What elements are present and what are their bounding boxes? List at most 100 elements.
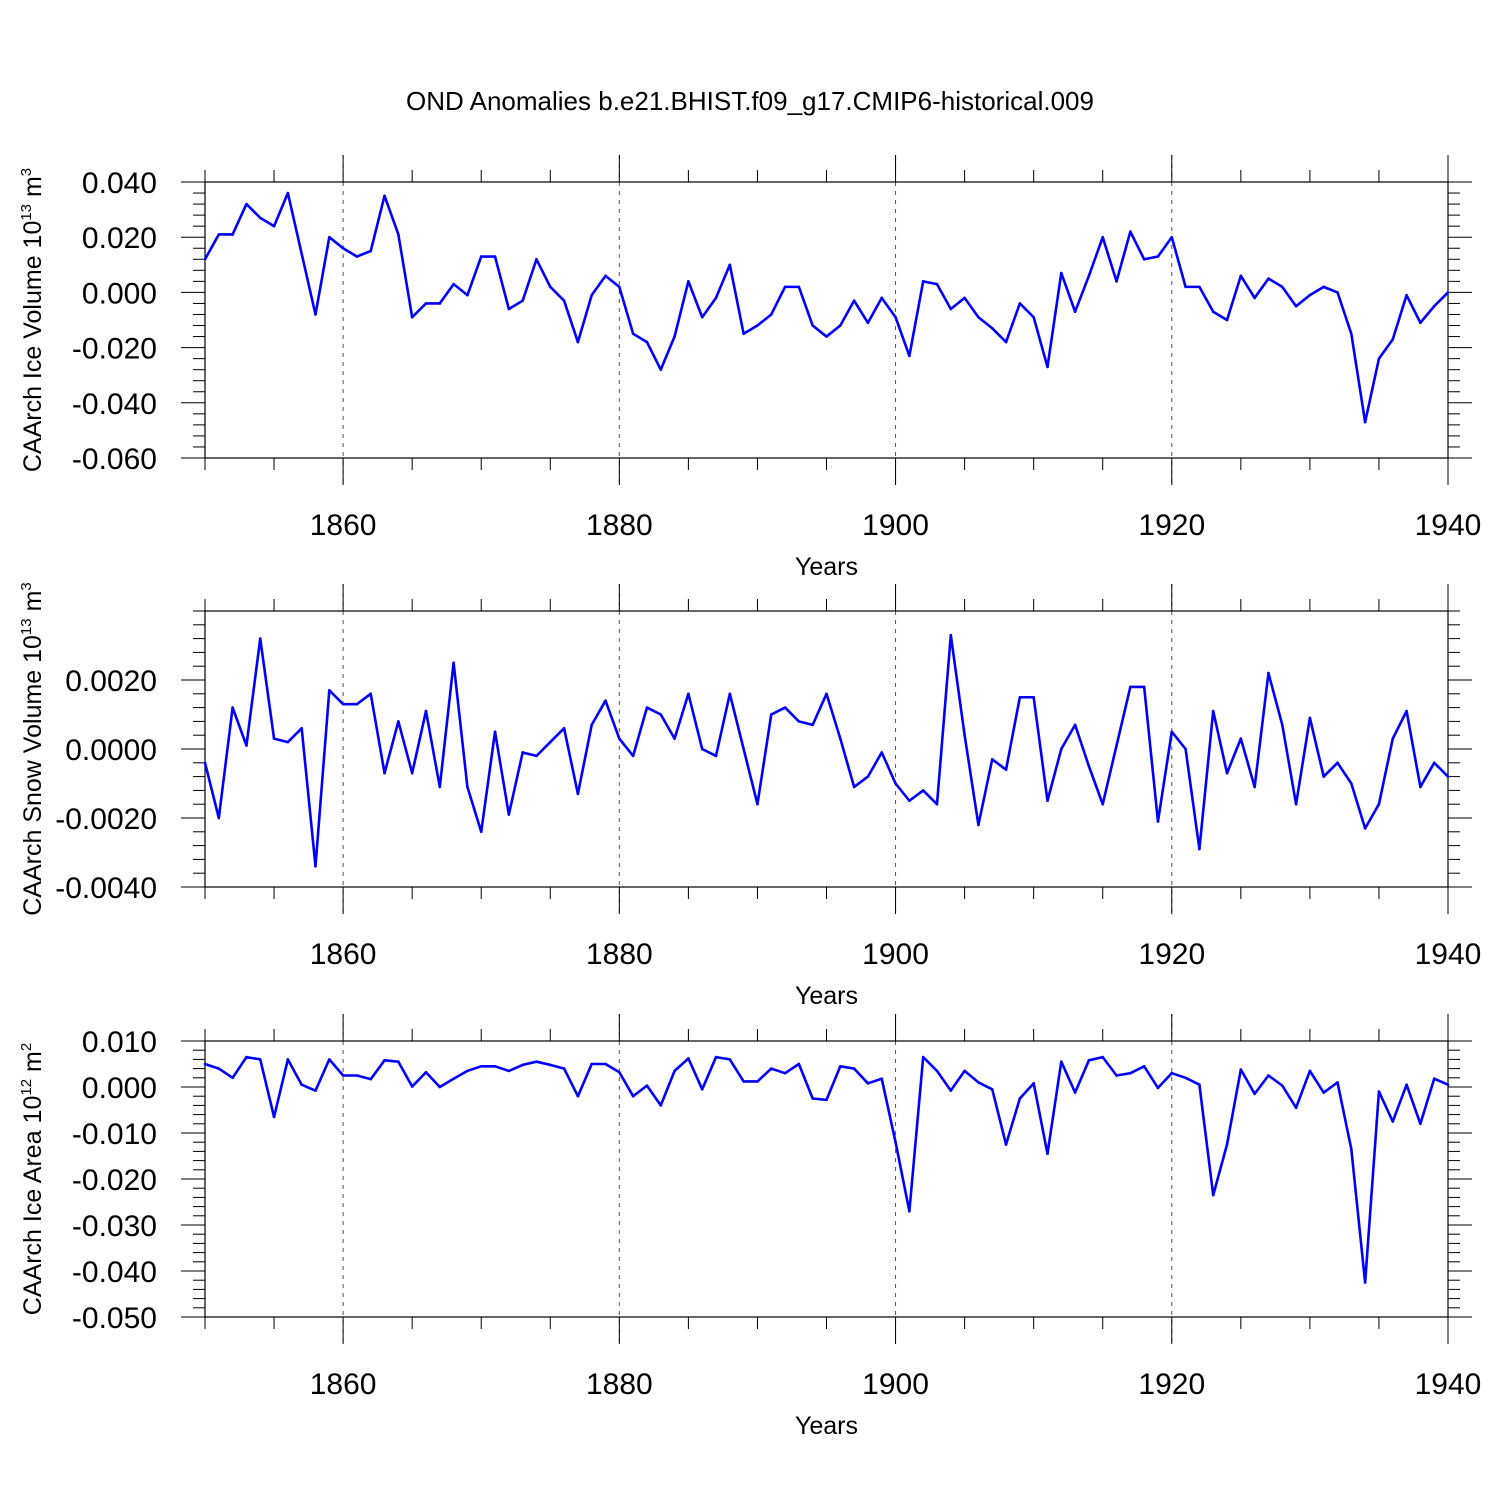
- data-point: [1294, 304, 1298, 308]
- data-point: [949, 1089, 953, 1092]
- data-point: [576, 792, 580, 796]
- data-point: [949, 633, 953, 637]
- data-point: [452, 661, 455, 665]
- data-point: [1405, 1083, 1408, 1086]
- x-tick-label: 1880: [586, 509, 653, 542]
- data-point: [687, 1057, 690, 1060]
- data-point: [852, 1067, 856, 1070]
- data-point: [355, 255, 359, 258]
- y-tick-label: 0.040: [82, 167, 157, 200]
- data-point: [742, 332, 745, 336]
- data-point: [328, 1058, 331, 1061]
- data-point: [1211, 709, 1215, 713]
- x-tick-label: 1860: [310, 509, 377, 542]
- data-point: [231, 706, 234, 709]
- data-point: [811, 723, 814, 727]
- x-axis-title: Years: [795, 1412, 858, 1440]
- y-axis-title-unit-exp: 3: [18, 168, 35, 176]
- data-point: [452, 282, 455, 286]
- data-point: [217, 1067, 221, 1070]
- data-point: [728, 1058, 732, 1061]
- data-point: [1129, 1071, 1132, 1075]
- data-point: [894, 782, 897, 785]
- data-point: [286, 191, 290, 195]
- data-point: [1032, 1082, 1035, 1085]
- data-point: [1225, 1143, 1229, 1146]
- data-point: [410, 771, 414, 775]
- data-point: [397, 1060, 400, 1063]
- plot-frame: [204, 1040, 1449, 1318]
- data-point: [1225, 771, 1229, 775]
- data-point: [424, 709, 428, 713]
- data-point: [963, 296, 966, 300]
- y-tick-label: -0.020: [72, 1164, 157, 1197]
- data-point: [977, 1081, 980, 1084]
- data-point: [576, 340, 580, 344]
- data-point: [1198, 1083, 1201, 1086]
- data-point: [1446, 1083, 1450, 1086]
- data-point: [466, 293, 469, 297]
- x-tick-label: 1940: [1415, 938, 1482, 971]
- data-point: [645, 1084, 649, 1087]
- data-point: [424, 302, 428, 305]
- data-point: [935, 1069, 939, 1073]
- data-point: [300, 1083, 303, 1086]
- x-tick-label: 1920: [1138, 1368, 1205, 1401]
- y-axis-title-text: CAArch Snow Volume 10: [19, 635, 47, 916]
- data-point: [811, 1097, 814, 1100]
- data-point: [977, 315, 980, 319]
- data-point: [479, 255, 483, 258]
- data-point: [714, 296, 718, 300]
- data-point: [1377, 357, 1381, 360]
- data-point: [908, 1209, 911, 1213]
- data-point: [908, 354, 911, 358]
- data-point: [645, 340, 649, 344]
- data-point: [673, 737, 676, 740]
- data-point: [1322, 285, 1325, 289]
- data-point: [659, 368, 663, 371]
- data-point: [590, 293, 594, 297]
- panel-3: 0.010 0.000 -0.010 -0.020 -0.030 -0.040 -0.050…: [18, 1014, 1481, 1440]
- x-tick-label: 1860: [310, 938, 377, 971]
- data-point: [866, 321, 870, 325]
- panel-2: 0.0020 0.0000 -0.0020 -0.0040 1860 1880 1900 19…: [18, 582, 1481, 1010]
- data-point: [1294, 802, 1298, 806]
- data-point: [1267, 1074, 1270, 1077]
- series-line: [203, 191, 1449, 424]
- y-axis-title-unit: m: [19, 1051, 47, 1079]
- y-axis-title-unit: m: [19, 591, 47, 619]
- data-point: [825, 1098, 828, 1102]
- y-tick-label: -0.050: [72, 1302, 157, 1335]
- data-point: [769, 713, 773, 716]
- data-point: [1170, 1071, 1174, 1075]
- data-point: [783, 706, 787, 709]
- data-point: [369, 1077, 373, 1081]
- data-point: [258, 637, 262, 640]
- data-point: [397, 233, 400, 236]
- data-point: [410, 315, 414, 319]
- y-axis-title: CAArch Snow Volume 1013 m3: [18, 582, 47, 916]
- data-point: [548, 740, 552, 744]
- data-point: [1018, 1097, 1022, 1100]
- x-tick-label: 1860: [310, 1368, 377, 1401]
- data-point: [1446, 775, 1450, 778]
- data-point: [659, 1104, 663, 1107]
- data-point: [1267, 671, 1270, 675]
- data-point: [1363, 827, 1367, 830]
- data-point: [258, 216, 262, 220]
- data-point: [604, 699, 607, 702]
- data-point: [631, 1094, 635, 1098]
- data-point: [1350, 332, 1353, 336]
- data-point: [341, 246, 345, 250]
- y-axis-title-exp: 13: [18, 618, 35, 635]
- data-point: [1032, 315, 1035, 319]
- data-point: [700, 747, 704, 751]
- data-point: [963, 733, 966, 737]
- data-point: [369, 692, 373, 696]
- data-point: [811, 324, 814, 327]
- figure-title: OND Anomalies b.e21.BHIST.f09_g17.CMIP6-…: [406, 86, 1094, 116]
- data-point: [908, 799, 911, 803]
- data-point: [894, 1140, 897, 1144]
- data-point: [687, 692, 690, 696]
- data-point: [272, 224, 276, 228]
